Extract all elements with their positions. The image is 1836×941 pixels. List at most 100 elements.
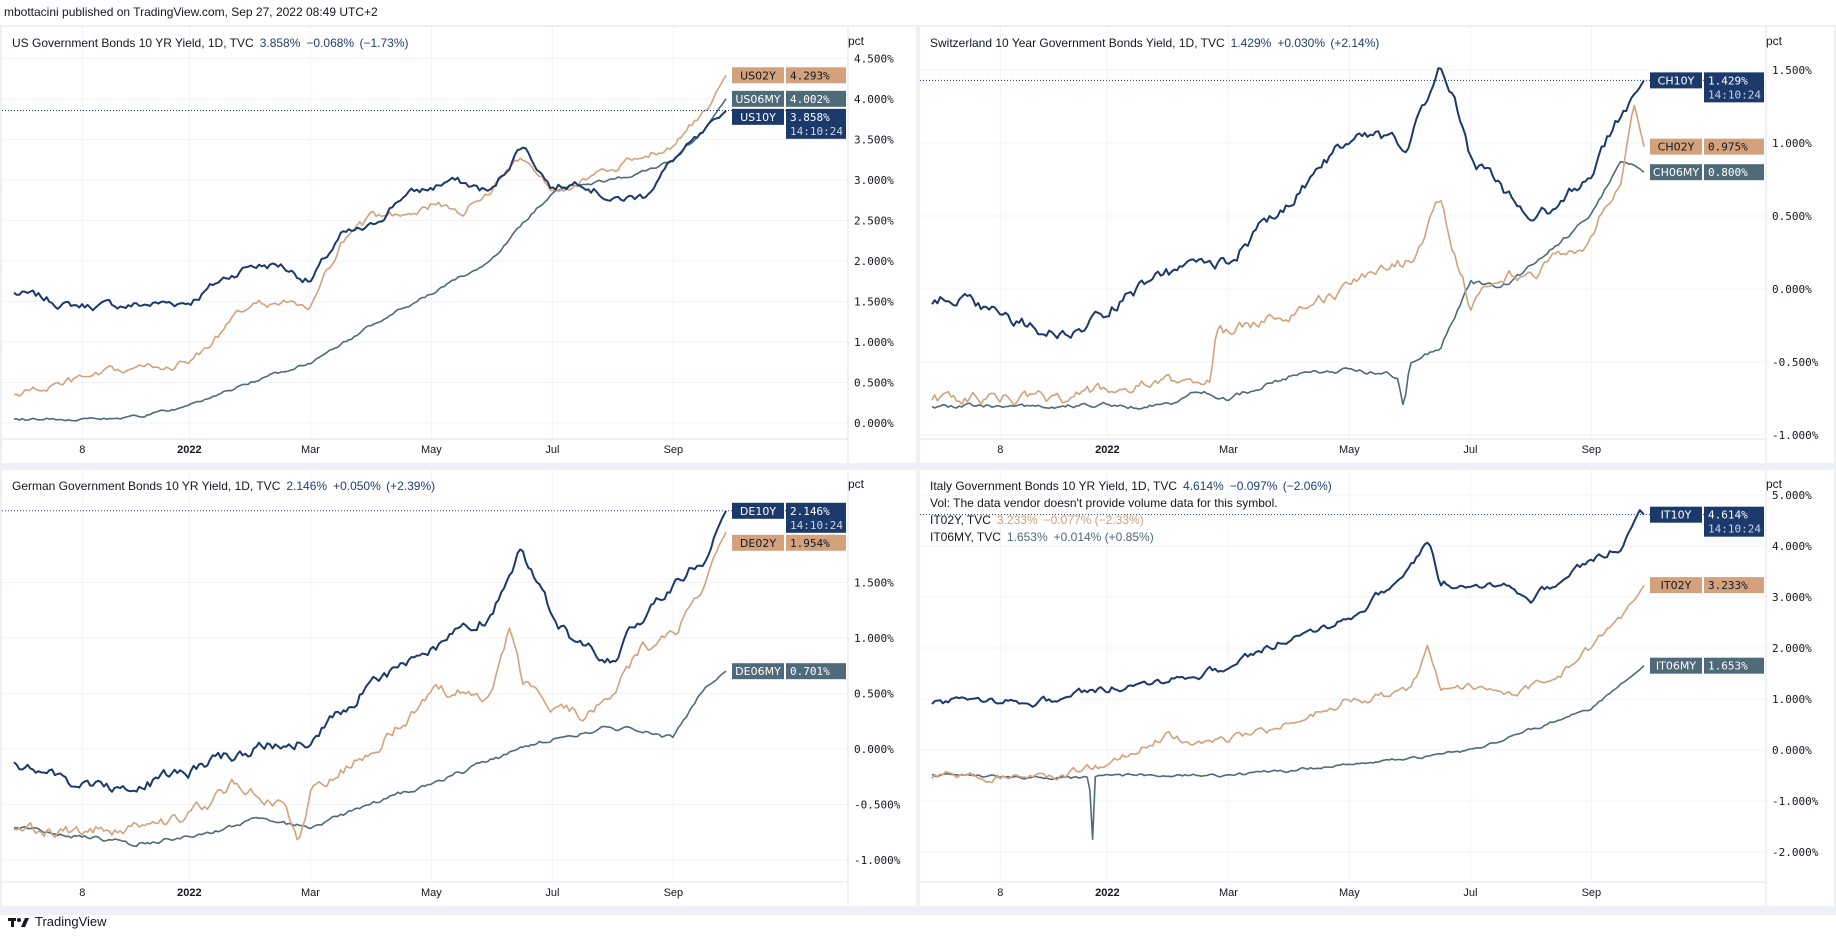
change-percent: (+2.14%) bbox=[1330, 36, 1380, 50]
value-badge bbox=[1704, 657, 1764, 674]
change-percent: (+2.39%) bbox=[386, 479, 436, 493]
y-tick-label: 0.000% bbox=[1772, 283, 1812, 296]
value-badge-label: 0.701% bbox=[790, 665, 830, 678]
value-badge bbox=[1704, 138, 1764, 155]
bar-countdown: 14:10:24 bbox=[1708, 523, 1761, 536]
x-tick-label: Sep bbox=[664, 444, 684, 456]
series-line-ch02y bbox=[931, 104, 1645, 406]
bar-countdown: 14:10:24 bbox=[790, 125, 843, 138]
y-tick-label: 0.500% bbox=[1772, 210, 1812, 223]
axis-unit: pct bbox=[1765, 34, 1782, 48]
legend: German Government Bonds 10 YR Yield, 1D,… bbox=[12, 478, 435, 495]
y-tick-label: -1.000% bbox=[854, 854, 901, 867]
chart-panel-de[interactable]: 8 2022 Mar May Jul Sep -1.000% -0.500% 0.000% 0.5… bbox=[2, 470, 916, 906]
price-label-us06my: US06MY 4.002% bbox=[732, 90, 846, 107]
x-tick-label: Sep bbox=[664, 887, 684, 899]
legend-it02y[interactable]: IT02Y, TVC bbox=[930, 513, 991, 527]
chart-canvas[interactable]: 8 2022 Mar May Jul Sep 0.000% 0.500% 1.000% 1.500… bbox=[2, 27, 916, 463]
series-line-it10y bbox=[931, 509, 1645, 708]
change-percent: (−1.73%) bbox=[359, 36, 409, 50]
x-tick-label: 8 bbox=[997, 444, 1003, 456]
series-line-de10y bbox=[13, 510, 727, 793]
change-value: −0.097% bbox=[1229, 479, 1278, 493]
chart-canvas[interactable]: 8 2022 Mar May Jul Sep -2.000% -1.000% 0.000% 1.0… bbox=[920, 470, 1834, 906]
chart-panel-it[interactable]: 8 2022 Mar May Jul Sep -2.000% -1.000% 0.000% 1.0… bbox=[920, 470, 1834, 906]
x-tick-label: 2022 bbox=[177, 887, 201, 899]
symbol-title[interactable]: Italy Government Bonds 10 YR Yield, 1D, … bbox=[930, 479, 1178, 493]
chart-panel-us[interactable]: 8 2022 Mar May Jul Sep 0.000% 0.500% 1.000% 1.500… bbox=[2, 27, 916, 463]
y-tick-label: 1.000% bbox=[854, 336, 894, 349]
y-tick-label: -0.500% bbox=[854, 799, 901, 812]
x-tick-label: 2022 bbox=[1095, 444, 1119, 456]
legend-it06my[interactable]: IT06MY, TVC bbox=[930, 530, 1001, 544]
symbol-badge bbox=[1650, 577, 1702, 594]
chart-panel-ch[interactable]: 8 2022 Mar May Jul Sep -1.000% -0.500% 0.000% 0.5… bbox=[920, 27, 1834, 463]
y-tick-label: 1.000% bbox=[1772, 137, 1812, 150]
bar-countdown: 14:10:24 bbox=[1708, 88, 1761, 101]
symbol-badge-label: DE10Y bbox=[740, 505, 776, 518]
chart-canvas[interactable]: 8 2022 Mar May Jul Sep -1.000% -0.500% 0.000% 0.5… bbox=[920, 27, 1834, 463]
price-label-us10y: US10Y 3.858%14:10:24 bbox=[732, 108, 846, 139]
x-tick-label: 2022 bbox=[1095, 887, 1119, 899]
symbol-title[interactable]: Switzerland 10 Year Government Bonds Yie… bbox=[930, 36, 1225, 50]
symbol-badge-label: US02Y bbox=[740, 69, 776, 82]
y-tick-label: 2.500% bbox=[854, 215, 894, 228]
y-tick-label: 4.500% bbox=[854, 53, 894, 66]
y-tick-label: 1.500% bbox=[854, 577, 894, 590]
price-label-it06my: IT06MY 1.653% bbox=[1650, 657, 1764, 674]
value-badge-label: 1.653% bbox=[1708, 660, 1748, 673]
y-tick-label: -1.000% bbox=[1772, 795, 1819, 808]
symbol-badge bbox=[1650, 138, 1702, 155]
legend: US Government Bonds 10 YR Yield, 1D, TVC… bbox=[12, 35, 408, 52]
symbol-badge bbox=[1650, 72, 1702, 89]
symbol-badge-label: DE02Y bbox=[740, 537, 776, 550]
price-label-de06my: DE06MY 0.701% bbox=[732, 663, 846, 680]
x-tick-label: 8 bbox=[997, 887, 1003, 899]
symbol-badge-label: CH02Y bbox=[1658, 141, 1695, 154]
x-tick-label: Sep bbox=[1582, 444, 1602, 456]
symbol-badge bbox=[732, 90, 784, 107]
symbol-badge bbox=[732, 67, 784, 84]
change-value: +0.030% bbox=[1277, 36, 1326, 50]
x-tick-label: Mar bbox=[1219, 444, 1238, 456]
symbol-title[interactable]: German Government Bonds 10 YR Yield, 1D,… bbox=[12, 479, 281, 493]
symbol-title[interactable]: US Government Bonds 10 YR Yield, 1D, TVC bbox=[12, 36, 254, 50]
y-tick-label: 5.000% bbox=[1772, 489, 1812, 502]
brand-name: TradingView bbox=[35, 914, 107, 929]
x-tick-label: May bbox=[421, 887, 442, 899]
price-label-de02y: DE02Y 1.954% bbox=[732, 534, 846, 551]
value-badge bbox=[1704, 506, 1764, 537]
y-tick-label: 1.000% bbox=[1772, 693, 1812, 706]
x-tick-label: Jul bbox=[545, 444, 559, 456]
value-badge-label: 3.233% bbox=[1708, 579, 1748, 592]
chart-canvas[interactable]: 8 2022 Mar May Jul Sep -1.000% -0.500% 0.000% 0.5… bbox=[2, 470, 916, 906]
value-badge bbox=[1704, 164, 1764, 181]
y-tick-label: 1.500% bbox=[854, 296, 894, 309]
symbol-badge bbox=[732, 534, 784, 551]
y-tick-label: 0.500% bbox=[854, 688, 894, 701]
y-tick-label: 4.000% bbox=[1772, 540, 1812, 553]
it02y-change: −0.077% (−2.33%) bbox=[1043, 513, 1144, 527]
symbol-badge-label: CH10Y bbox=[1658, 74, 1695, 87]
change-value: −0.068% bbox=[306, 36, 355, 50]
change-percent: (−2.06%) bbox=[1282, 479, 1332, 493]
symbol-badge-label: IT02Y bbox=[1661, 579, 1692, 592]
x-tick-label: Mar bbox=[301, 444, 320, 456]
it06my-last: 1.653% bbox=[1006, 530, 1048, 544]
symbol-badge bbox=[1650, 657, 1702, 674]
last-value: 2.146% bbox=[286, 479, 328, 493]
publisher-line: mbottacini published on TradingView.com,… bbox=[4, 5, 378, 19]
x-tick-label: Mar bbox=[1219, 887, 1238, 899]
value-badge-label: 1.429% bbox=[1708, 74, 1748, 87]
value-badge bbox=[786, 67, 846, 84]
tradingview-logo[interactable]: TradingView bbox=[8, 914, 107, 929]
x-tick-label: May bbox=[1339, 444, 1360, 456]
it02y-last: 3.233% bbox=[996, 513, 1038, 527]
x-tick-label: Jul bbox=[1463, 887, 1477, 899]
x-tick-label: Mar bbox=[301, 887, 320, 899]
value-badge bbox=[786, 502, 846, 533]
volume-note: Vol: The data vendor doesn't provide vol… bbox=[930, 496, 1278, 510]
price-label-ch02y: CH02Y 0.975% bbox=[1650, 138, 1764, 155]
bar-countdown: 14:10:24 bbox=[790, 519, 843, 532]
series-line-ch06my bbox=[931, 160, 1645, 410]
